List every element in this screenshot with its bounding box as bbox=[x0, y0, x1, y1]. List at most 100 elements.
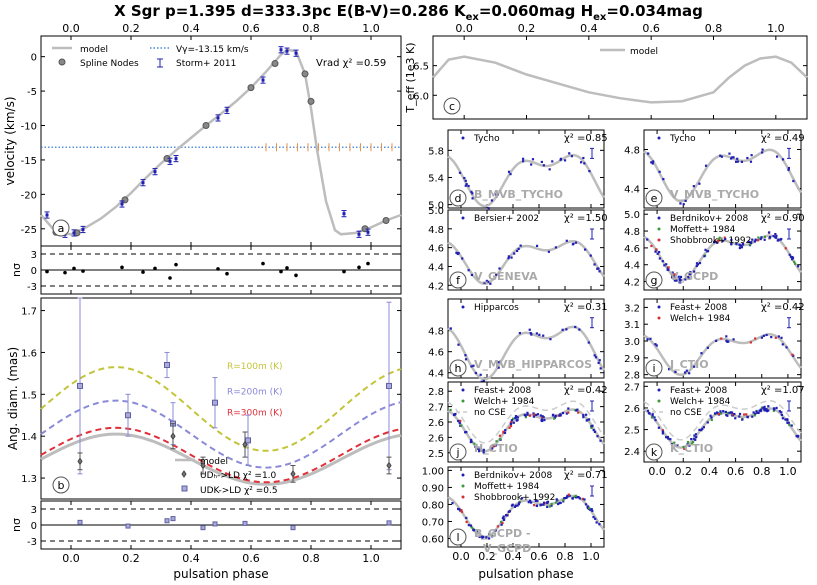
phot_g-data-point bbox=[718, 236, 721, 239]
phot_k-data-point bbox=[713, 412, 717, 415]
phot_h-data-point bbox=[518, 331, 521, 335]
phot_i-data-point bbox=[725, 335, 728, 338]
phot_k-data-point bbox=[760, 406, 764, 409]
phot_j-data-point bbox=[482, 448, 485, 451]
phot_k-xtick-label: 0.4 bbox=[701, 465, 719, 478]
phot_f-data-point bbox=[547, 250, 551, 253]
phot_l-data-point bbox=[465, 520, 468, 524]
phot_j-data-point bbox=[526, 411, 529, 414]
legend-nodes: Spline Nodes bbox=[80, 59, 139, 69]
phot_d-data-point bbox=[470, 190, 473, 193]
phot_l-data-point bbox=[536, 499, 539, 502]
storm-marker bbox=[216, 116, 220, 120]
phot_h-data-point bbox=[457, 343, 460, 346]
phot_f-data-point bbox=[593, 263, 596, 266]
phot_d-band: B_MVB_TYCHO bbox=[474, 188, 563, 201]
phot_l-data-point bbox=[588, 508, 592, 511]
phot_j-data-point bbox=[582, 416, 585, 419]
vrad-ytick-label: -10 bbox=[21, 122, 37, 133]
phot_k-data-point bbox=[780, 411, 783, 414]
vrad-resid-point bbox=[261, 261, 265, 266]
phot_f-band: V_GENEVA bbox=[474, 270, 538, 283]
diam-xlabel: pulsation phase bbox=[173, 567, 268, 581]
phot_g-data-point bbox=[687, 276, 690, 279]
phot_e-data-point bbox=[704, 164, 708, 167]
phot_e-legend-label: Tycho bbox=[669, 134, 696, 144]
vrad-letter-circle bbox=[52, 219, 70, 237]
phot_j-data-point bbox=[510, 419, 513, 422]
diam-curve-1 bbox=[40, 366, 402, 452]
phot_g-data-point bbox=[780, 237, 783, 241]
phot_d-data-point bbox=[583, 162, 586, 165]
phot_e-data-point bbox=[746, 156, 749, 160]
phot_d-data-point bbox=[568, 152, 571, 155]
phot_l-data-point bbox=[554, 501, 558, 504]
phot_i-legend-label: Welch+ 1984 bbox=[670, 314, 731, 324]
phot_k-frame bbox=[643, 381, 802, 463]
phot_i-chi2: χ² =0.42 bbox=[761, 302, 805, 313]
phot_k-data-point bbox=[706, 421, 709, 424]
phot_e-legend-swatch bbox=[657, 136, 661, 140]
phot_d-model-line bbox=[447, 153, 606, 208]
teff-ylabel-full: T_eff (1e3 K) bbox=[404, 42, 417, 113]
phot_d-data-point bbox=[464, 184, 467, 187]
phot_j-data-point bbox=[599, 439, 602, 442]
phot_l-data-point bbox=[481, 537, 484, 540]
phot_k-ytick-label: 2.4 bbox=[624, 447, 640, 458]
phot_k-data-point bbox=[726, 414, 729, 417]
phot_d-data-point bbox=[464, 179, 467, 182]
phot_j-data-point bbox=[553, 417, 556, 420]
vrad-ytick-label: -25 bbox=[21, 225, 37, 236]
phot_l-chi2: χ² =0.71 bbox=[564, 470, 608, 481]
diam-resid-point bbox=[386, 520, 392, 526]
phot_j-data-point bbox=[482, 451, 485, 454]
phot_l-data-point bbox=[591, 509, 594, 513]
phot_g-data-point bbox=[667, 268, 670, 271]
phot_j-data-point bbox=[524, 414, 527, 417]
phot_e-data-point bbox=[728, 152, 731, 155]
phot_f-data-point bbox=[487, 280, 490, 283]
phot_g-data-point bbox=[730, 243, 733, 246]
phot_j-data-point bbox=[536, 413, 540, 416]
phot_d-legend-swatch bbox=[461, 136, 465, 140]
phot_f-data-point bbox=[517, 247, 520, 250]
phot_g-data-point bbox=[695, 264, 698, 268]
ud-h-marker bbox=[386, 461, 392, 470]
phot_k-nocse-line bbox=[643, 399, 802, 441]
phot_e-data-point bbox=[781, 158, 785, 161]
ud-k-marker bbox=[212, 399, 218, 406]
phot_k-data-point bbox=[670, 443, 674, 446]
phot_l-data-point bbox=[505, 514, 508, 517]
phot_g-data-point bbox=[673, 273, 676, 276]
phot_h-data-point bbox=[599, 367, 602, 370]
phot_g-letter-circle bbox=[645, 271, 663, 289]
phot_k-data-point bbox=[759, 409, 762, 413]
phot_l-data-point bbox=[542, 503, 545, 506]
phot_j-data-point bbox=[587, 418, 591, 421]
diam-resid-point bbox=[290, 525, 296, 531]
phot_g-legend-label: Moffett+ 1984 bbox=[670, 225, 736, 235]
phot_g-data-point bbox=[740, 246, 744, 249]
phot_e-data-point bbox=[761, 151, 764, 154]
phot_l-data-point bbox=[501, 516, 505, 520]
phot_f-data-point bbox=[461, 257, 464, 260]
phot_h-letter: h bbox=[455, 362, 462, 375]
phot_h-data-point bbox=[464, 354, 467, 357]
diam-curve-3 bbox=[40, 426, 402, 484]
vrad-resid-point bbox=[153, 266, 157, 271]
phot_g-data-point bbox=[673, 279, 676, 282]
phot_k-data-point bbox=[763, 409, 766, 412]
vrad-xtick-label: 0.0 bbox=[62, 22, 80, 35]
diam-resid-xtick-label: 0.6 bbox=[242, 552, 260, 565]
phot_k-data-point bbox=[786, 421, 789, 424]
phot_d-data-point bbox=[582, 156, 585, 160]
phot_i-data-point bbox=[706, 346, 709, 349]
phot_j-nocse-line bbox=[447, 400, 605, 444]
phot_j-band: H_CTIO bbox=[474, 442, 518, 455]
phot_g-data-point bbox=[667, 266, 670, 269]
phot_k-data-point bbox=[755, 410, 758, 413]
phot_g-legend-label: Shobbrook+ 1992 bbox=[670, 236, 751, 246]
phot_l-data-point bbox=[502, 515, 505, 518]
storm-marker bbox=[72, 231, 76, 235]
